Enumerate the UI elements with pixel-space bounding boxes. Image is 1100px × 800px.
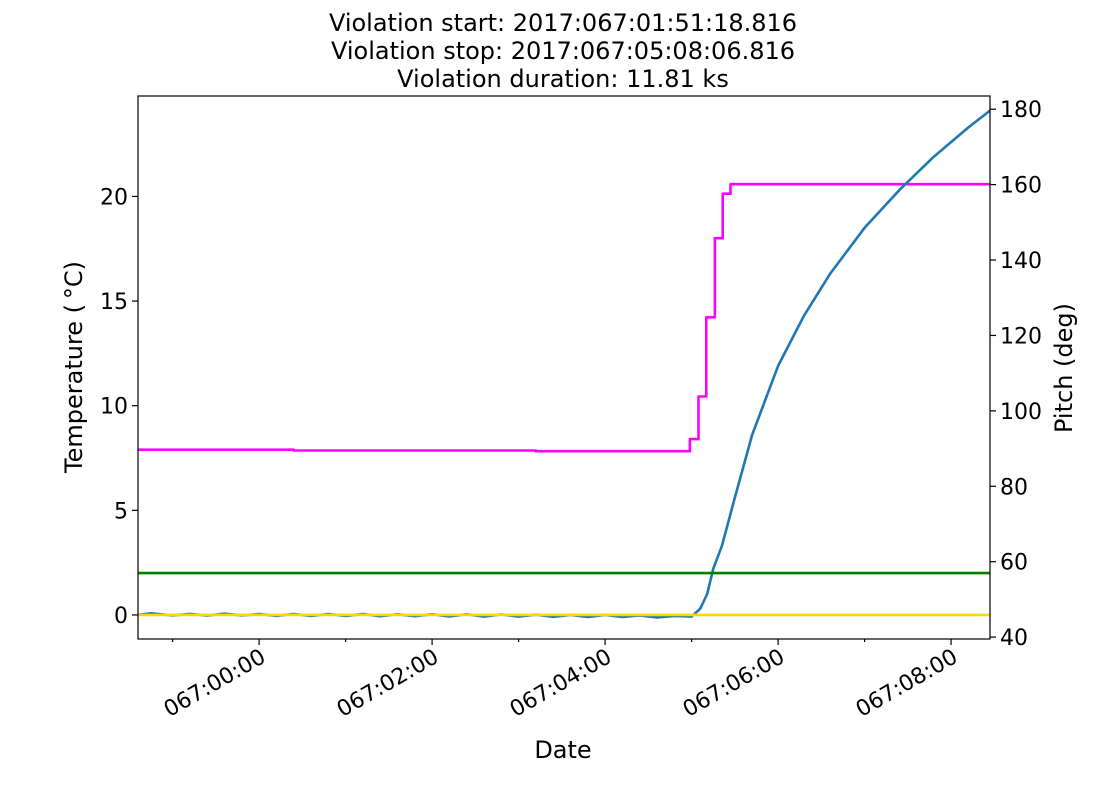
y-right-tick-label: 120: [1000, 324, 1042, 349]
x-tick-label: 067:02:00: [333, 645, 443, 723]
y-right-tick-label: 180: [1000, 98, 1042, 123]
y-right-tick-label: 40: [1000, 626, 1028, 651]
y-axis-left-label: Temperature ( °C): [60, 261, 88, 474]
series-line-1: [137, 109, 991, 619]
y-right-tick-label: 140: [1000, 249, 1042, 274]
y-left-tick-label: 10: [100, 395, 128, 420]
y-right-tick-label: 160: [1000, 174, 1042, 199]
y-left-tick-label: 5: [114, 499, 128, 524]
x-tick-label: 067:04:00: [506, 645, 616, 723]
y-axis-left: 0 5 10 15 20: [100, 185, 138, 629]
y-right-tick-label: 100: [1000, 400, 1042, 425]
title-line-start: Violation start: 2017:067:01:51:18.816: [329, 9, 797, 37]
y-right-tick-label: 80: [1000, 475, 1028, 500]
y-left-tick-label: 0: [114, 604, 128, 629]
chart-title: Violation start: 2017:067:01:51:18.816 V…: [329, 9, 797, 93]
series-line-0: [138, 182, 990, 453]
x-tick-label: 067:06:00: [679, 645, 789, 723]
series-layer: [137, 109, 991, 619]
title-line-stop: Violation stop: 2017:067:05:08:06.816: [331, 37, 795, 65]
x-tick-label: 067:08:00: [852, 645, 962, 723]
x-tick-label: 067:00:00: [160, 645, 270, 723]
title-line-duration: Violation duration: 11.81 ks: [397, 65, 729, 93]
x-axis-label: Date: [534, 736, 591, 764]
plot-frame: [137, 95, 991, 640]
x-axis: 067:00:00 067:02:00 067:04:00 067:06:00 067:…: [160, 639, 962, 723]
y-left-tick-label: 20: [100, 185, 128, 210]
y-axis-right: 40 60 80 100 120 140 160 180: [990, 98, 1042, 651]
y-right-tick-label: 60: [1000, 551, 1028, 576]
y-axis-right-label: Pitch (deg): [1050, 303, 1078, 433]
y-left-tick-label: 15: [100, 290, 128, 315]
